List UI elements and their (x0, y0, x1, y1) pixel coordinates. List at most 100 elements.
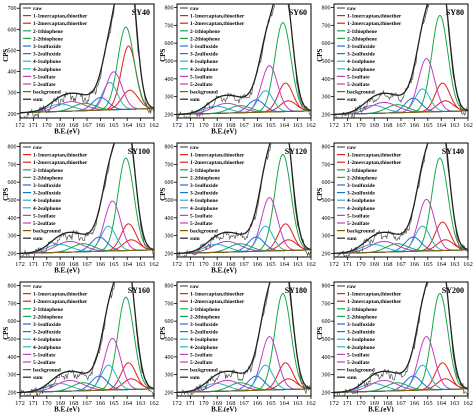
legend-label: raw (190, 284, 199, 290)
x-tick-label: 172 (329, 122, 339, 129)
y-tick-label: 200 (8, 390, 17, 396)
y-tick-label: 400 (8, 216, 17, 222)
y-tick-label: 300 (322, 234, 331, 240)
y-tick-label: 200 (8, 251, 17, 257)
legend-label: 4-2sulphone (190, 67, 218, 73)
y-tick-label: 800 (165, 145, 174, 151)
x-tick-label: 170 (356, 400, 366, 407)
y-tick-label: 200 (165, 112, 174, 118)
panel-sy200: 172 171 170 169 168 167 166 165 164 163 162 200 300 4… (316, 281, 473, 414)
legend-label: 5-1sulfate (33, 352, 56, 358)
x-tick-label: 166 (410, 400, 421, 407)
y-tick-label: 300 (165, 95, 174, 101)
sum-line (20, 4, 154, 114)
legend-label: 3-1sulfoxide (190, 322, 218, 328)
raw-line (177, 143, 311, 257)
x-tick-label: 165 (109, 122, 119, 129)
x-tick-label: 163 (293, 400, 303, 407)
y-tick-label: 700 (8, 301, 17, 307)
legend-label: sum (190, 375, 200, 381)
x-tick-label: 171 (29, 400, 39, 407)
legend-label: 5-2sulfate (347, 360, 370, 366)
legend-label: raw (190, 145, 199, 151)
y-tick-label: 500 (8, 337, 17, 343)
x-tick-label: 170 (199, 122, 209, 129)
legend-label: 1-1mercaptan,thioether (190, 292, 245, 298)
y-tick-label: 500 (8, 48, 17, 54)
legend-label: 4-2sulphone (347, 345, 375, 351)
x-tick-label: 167 (82, 261, 93, 268)
x-tick-label: 162 (306, 261, 316, 268)
legend-label: 5-1sulfate (190, 352, 213, 358)
y-tick-label: 800 (8, 145, 17, 151)
legend-label: 4-2sulphone (190, 206, 218, 212)
legend-label: 1-1mercaptan,thioether (33, 14, 88, 20)
panel-sy40: 172 171 170 169 168 167 166 165 164 163 162 200 300 4… (2, 3, 159, 136)
y-tick-label: 500 (322, 337, 331, 343)
y-tick-label: 500 (322, 59, 331, 65)
y-tick-label: 300 (8, 234, 17, 240)
x-axis-label: B.E.(eV) (211, 267, 237, 275)
legend-label: 1-2mercaptan,thioether (33, 21, 88, 27)
y-tick-label: 200 (322, 251, 331, 257)
x-tick-label: 167 (82, 400, 93, 407)
x-tick-label: 169 (212, 261, 222, 268)
sum-line (334, 143, 468, 255)
legend-label: 5-1sulfate (33, 74, 56, 80)
panel-title: SY100 (128, 147, 150, 156)
x-tick-label: 168 (383, 261, 393, 268)
x-tick-label: 166 (96, 400, 107, 407)
legend-label: 1-2mercaptan,thioether (190, 21, 245, 27)
x-axis-label: B.E.(eV) (211, 128, 237, 136)
y-tick-label: 300 (165, 373, 174, 379)
legend-label: 3-2sulfoxide (33, 191, 61, 197)
legend-label: background (33, 368, 61, 374)
legend-label: 5-2sulfate (190, 82, 213, 88)
x-tick-label: 163 (136, 400, 146, 407)
panel-title: SY140 (442, 147, 464, 156)
legend-label: sum (347, 375, 357, 381)
x-tick-label: 168 (69, 400, 79, 407)
x-tick-label: 164 (279, 261, 290, 268)
y-tick-label: 600 (165, 41, 174, 47)
raw-line (20, 4, 154, 118)
y-tick-label: 700 (165, 23, 174, 29)
legend-label: 3-1sulfoxide (33, 44, 61, 50)
x-tick-label: 168 (226, 261, 236, 268)
y-tick-label: 700 (322, 23, 331, 29)
legend-label: 5-2sulfate (33, 82, 56, 88)
x-tick-label: 163 (136, 261, 146, 268)
x-tick-label: 170 (199, 261, 209, 268)
legend-label: 2-2thiophene (33, 175, 64, 181)
legend-label: 4-2sulphone (33, 345, 61, 351)
x-tick-label: 171 (186, 400, 196, 407)
x-tick-label: 162 (463, 122, 473, 129)
legend-label: 3-1sulfoxide (33, 322, 61, 328)
y-tick-label: 400 (322, 216, 331, 222)
y-axis-label: CPS (316, 49, 324, 62)
x-tick-label: 164 (122, 261, 133, 268)
plot-area: raw 1-1mercaptan,thioether1-2mercaptan,th… (177, 282, 311, 396)
legend-label: raw (347, 145, 356, 151)
legend-label: 2-1thiophene (347, 29, 378, 35)
legend-label: 5-2sulfate (347, 221, 370, 227)
x-tick-label: 169 (55, 261, 65, 268)
x-tick-label: 167 (396, 261, 407, 268)
x-tick-label: 171 (29, 261, 39, 268)
legend-label: background (347, 90, 375, 96)
y-axis-label: CPS (159, 49, 167, 62)
x-tick-label: 170 (199, 400, 209, 407)
y-tick-label: 200 (165, 390, 174, 396)
x-tick-label: 166 (253, 261, 264, 268)
legend-label: 2-2thiophene (190, 314, 221, 320)
x-tick-label: 169 (369, 122, 379, 129)
legend-label: 1-1mercaptan,thioether (190, 14, 245, 20)
x-tick-label: 169 (55, 122, 65, 129)
x-tick-label: 166 (410, 261, 421, 268)
background-line (177, 388, 311, 393)
x-tick-label: 163 (293, 261, 303, 268)
legend-label: 4-2sulphone (347, 67, 375, 73)
legend-label: 1-2mercaptan,thioether (347, 21, 402, 27)
